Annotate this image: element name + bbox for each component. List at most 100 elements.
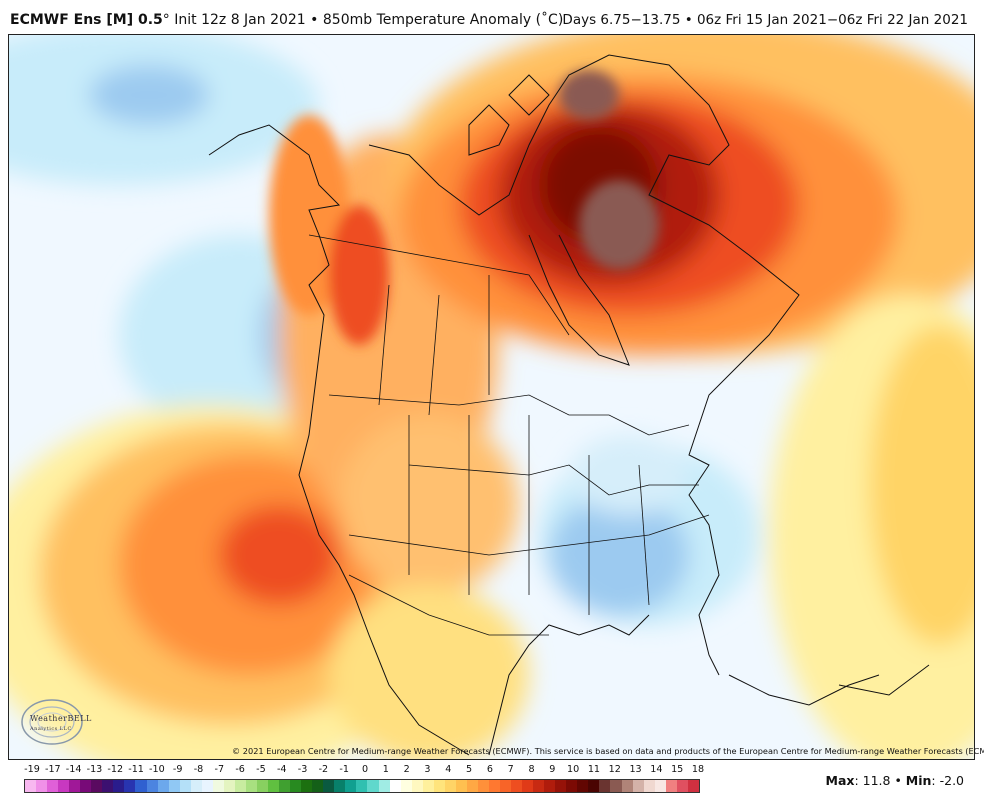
title-separator: • xyxy=(305,12,323,28)
map-canvas xyxy=(9,35,974,759)
colorbar-label: 11 xyxy=(587,764,601,775)
colorbar-swatch xyxy=(400,780,412,792)
colorbar-swatch xyxy=(212,780,224,792)
valid-period: Days 6.75−13.75 • 06z Fri 15 Jan 2021−06… xyxy=(562,12,968,28)
colorbar-swatch xyxy=(477,780,489,792)
colorbar-swatch xyxy=(168,780,180,792)
colorbar-swatch xyxy=(544,780,556,792)
init-time: Init 12z 8 Jan 2021 xyxy=(169,12,306,28)
colorbar-swatch xyxy=(356,780,368,792)
logo-text: WeatherBELL Analytics LLC xyxy=(30,714,92,732)
colorbar-swatch xyxy=(610,780,622,792)
header: ECMWF Ens [M] 0.5° Init 12z 8 Jan 2021 •… xyxy=(0,0,984,34)
weatherbell-logo-icon xyxy=(21,699,83,745)
colorbar-swatch xyxy=(444,780,456,792)
colorbar-swatch xyxy=(599,780,611,792)
colorbar-swatch xyxy=(312,780,324,792)
colorbar-swatch xyxy=(577,780,589,792)
logo-sub: Analytics LLC xyxy=(30,726,72,732)
colorbar-swatch xyxy=(301,780,313,792)
field-close: ) xyxy=(557,12,564,28)
colorbar-swatch xyxy=(234,780,246,792)
colorbar-swatch xyxy=(566,780,578,792)
colorbar-label: -10 xyxy=(149,764,165,775)
colorbar-label: -9 xyxy=(172,764,183,775)
colorbar-label: -17 xyxy=(44,764,61,775)
colorbar-label: 3 xyxy=(424,764,431,775)
colorbar-label: -8 xyxy=(193,764,204,775)
colorbar-swatch xyxy=(279,780,291,792)
field-name: 850mb Temperature Anomaly ( xyxy=(322,12,542,28)
stats-separator: • xyxy=(890,773,906,788)
colorbar-swatch xyxy=(245,780,257,792)
colorbar-label: 0 xyxy=(361,764,369,775)
min-value: -2.0 xyxy=(939,773,964,788)
model-name: ECMWF Ens [M] 0.5 xyxy=(10,12,163,28)
colorbar-swatch xyxy=(102,780,114,792)
colorbar-label: -5 xyxy=(256,764,266,775)
colorbar-swatch xyxy=(433,780,445,792)
colorbar-swatch xyxy=(687,780,699,792)
colorbar-swatch xyxy=(91,780,103,792)
colorbar-swatch xyxy=(378,780,390,792)
colorbar-label: -4 xyxy=(276,764,287,775)
colorbar-swatch xyxy=(179,780,191,792)
unit-label: ˚C xyxy=(541,12,558,28)
anomaly-map xyxy=(8,34,975,760)
field-stats: Max: 11.8 • Min: -2.0 xyxy=(825,773,965,788)
colorbar-label: 15 xyxy=(671,764,684,775)
colorbar-label: -11 xyxy=(128,764,144,775)
colorbar-swatch xyxy=(411,780,423,792)
colorbar-swatch xyxy=(654,780,666,792)
colorbar-swatch xyxy=(533,780,545,792)
colorbar-label: 18 xyxy=(691,764,705,775)
anomaly-shading xyxy=(9,35,974,759)
colorbar-label: -12 xyxy=(107,764,124,775)
colorbar-label: 5 xyxy=(466,764,473,775)
colorbar-label: 14 xyxy=(650,764,663,775)
colorbar-swatch xyxy=(146,780,158,792)
colorbar xyxy=(24,779,700,793)
colorbar-label: 4 xyxy=(445,764,452,775)
colorbar-swatch xyxy=(25,780,37,792)
colorbar-swatch xyxy=(665,780,677,792)
coastlines xyxy=(208,54,930,756)
colorbar-swatch xyxy=(555,780,567,792)
political-boundaries xyxy=(308,234,710,636)
colorbar-swatch xyxy=(488,780,501,792)
colorbar-swatch xyxy=(466,780,478,792)
colorbar-label: -1 xyxy=(339,764,349,775)
max-value: 11.8 xyxy=(862,773,891,788)
degree-symbol: ° xyxy=(162,12,170,28)
colorbar-swatch xyxy=(455,780,467,792)
colorbar-swatch xyxy=(36,780,48,792)
colorbar-label: -19 xyxy=(24,764,40,775)
colorbar-swatch xyxy=(511,780,523,792)
colorbar-swatch xyxy=(367,780,379,792)
copyright-notice: © 2021 European Centre for Medium-range … xyxy=(232,746,984,756)
colorbar-label: -6 xyxy=(235,764,245,775)
colorbar-swatch xyxy=(201,780,213,792)
colorbar-label: 12 xyxy=(608,764,621,775)
colorbar-label: -13 xyxy=(86,764,103,775)
colorbar-swatch xyxy=(256,780,269,792)
colorbar-label: 7 xyxy=(507,764,514,775)
min-label: Min xyxy=(905,773,932,788)
colorbar-label: 2 xyxy=(403,764,410,775)
colorbar-swatch xyxy=(223,780,235,792)
colorbar-swatch xyxy=(157,780,169,792)
colorbar-swatch xyxy=(588,780,600,792)
colorbar-swatch xyxy=(190,780,202,792)
colorbar-swatch xyxy=(632,780,644,792)
colorbar-swatch xyxy=(676,780,688,792)
colorbar-label: 10 xyxy=(567,764,580,775)
colorbar-swatch xyxy=(135,780,147,792)
colorbar-label: 6 xyxy=(486,764,493,775)
colorbar-swatch xyxy=(58,780,70,792)
colorbar-label: 1 xyxy=(382,764,389,775)
colorbar-label: 13 xyxy=(629,764,642,775)
colorbar-swatch xyxy=(422,780,434,792)
colorbar-label: 9 xyxy=(549,764,556,775)
colorbar-swatch xyxy=(69,780,81,792)
colorbar-swatch xyxy=(124,780,136,792)
